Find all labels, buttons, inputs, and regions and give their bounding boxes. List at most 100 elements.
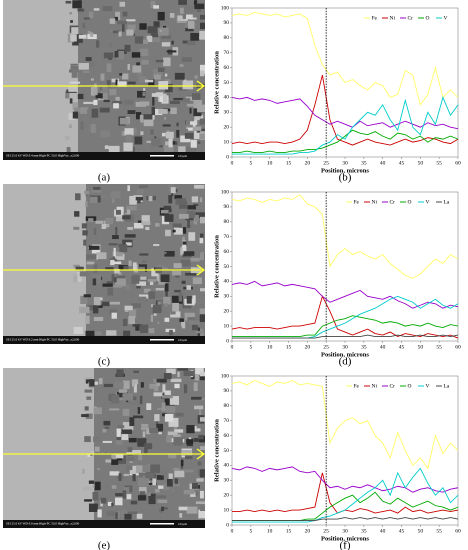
x-tick-label: 40 [380, 344, 386, 350]
scale-label: 10 μm [178, 154, 187, 158]
texture [112, 30, 121, 34]
texture [190, 257, 200, 262]
texture [126, 452, 134, 455]
texture [84, 499, 92, 502]
texture [127, 185, 130, 192]
texture [103, 455, 113, 460]
texture [102, 428, 107, 433]
texture [112, 235, 119, 240]
texture [79, 306, 90, 314]
texture [145, 472, 155, 479]
texture [85, 413, 93, 419]
texture [103, 52, 114, 59]
texture [200, 233, 204, 239]
texture [119, 117, 129, 125]
series-line [232, 129, 459, 153]
texture [147, 279, 157, 282]
y-tick-label: 100 [221, 189, 230, 195]
texture [181, 321, 186, 329]
texture [106, 80, 111, 88]
texture [132, 324, 142, 327]
texture [163, 205, 172, 213]
texture [77, 93, 84, 100]
texture [128, 316, 136, 325]
texture [129, 399, 140, 405]
y-tick-label: 30 [224, 110, 230, 116]
texture [98, 378, 103, 385]
texture [83, 294, 91, 298]
texture [109, 301, 121, 305]
texture [110, 29, 114, 33]
texture [117, 20, 127, 25]
texture [168, 195, 173, 204]
texture [139, 101, 150, 106]
texture [185, 14, 193, 20]
texture [152, 111, 155, 120]
y-tick-label: 50 [224, 264, 230, 270]
texture [126, 494, 132, 500]
texture [180, 259, 191, 267]
x-tick-label: 45 [399, 344, 405, 350]
texture [75, 266, 84, 271]
scale-bar [150, 523, 174, 525]
texture [141, 423, 149, 431]
texture [159, 508, 163, 513]
texture [107, 287, 114, 296]
texture [135, 325, 140, 331]
texture [183, 384, 188, 394]
y-axis-label: Relative concentration [213, 235, 220, 298]
texture [152, 478, 157, 486]
texture [196, 374, 205, 381]
x-tick-label: 35 [361, 160, 367, 166]
texture [130, 303, 142, 308]
texture [87, 109, 92, 116]
texture [138, 471, 150, 480]
y-tick-label: 50 [224, 448, 230, 454]
texture [139, 395, 143, 404]
texture [193, 203, 199, 206]
texture [88, 503, 98, 512]
texture [149, 280, 159, 284]
texture [87, 454, 92, 457]
texture [200, 64, 205, 74]
texture [94, 446, 100, 452]
texture [137, 495, 147, 501]
x-tick-label: 20 [305, 528, 311, 534]
texture [121, 22, 125, 32]
texture [191, 196, 199, 203]
texture [127, 24, 136, 31]
texture [80, 121, 84, 130]
texture [189, 320, 200, 325]
texture [179, 200, 187, 209]
texture [194, 214, 199, 222]
texture [154, 414, 160, 422]
texture [100, 90, 108, 100]
texture [196, 8, 201, 12]
texture [142, 39, 148, 44]
texture [167, 303, 173, 313]
panel-label: (a) [98, 172, 111, 184]
texture [116, 436, 123, 445]
texture [149, 428, 159, 433]
texture [148, 291, 156, 300]
texture [173, 437, 183, 446]
texture [164, 117, 167, 120]
x-tick-label: 45 [399, 160, 405, 166]
x-tick-label: 60 [455, 160, 461, 166]
texture [174, 195, 183, 200]
texture [180, 247, 183, 256]
texture [124, 44, 131, 52]
texture [193, 438, 200, 442]
texture [156, 378, 167, 383]
texture [118, 473, 122, 481]
image-info: SEI 25.0 kV WD 9.9 mm High-PC 50.0 HighV… [6, 522, 80, 527]
y-tick-label: 20 [224, 124, 230, 130]
texture [103, 383, 113, 388]
texture [187, 40, 196, 46]
texture [85, 315, 90, 324]
panel-label: (f) [340, 540, 351, 550]
texture [126, 205, 137, 211]
texture [126, 29, 134, 36]
texture [200, 505, 205, 511]
texture [87, 202, 99, 206]
